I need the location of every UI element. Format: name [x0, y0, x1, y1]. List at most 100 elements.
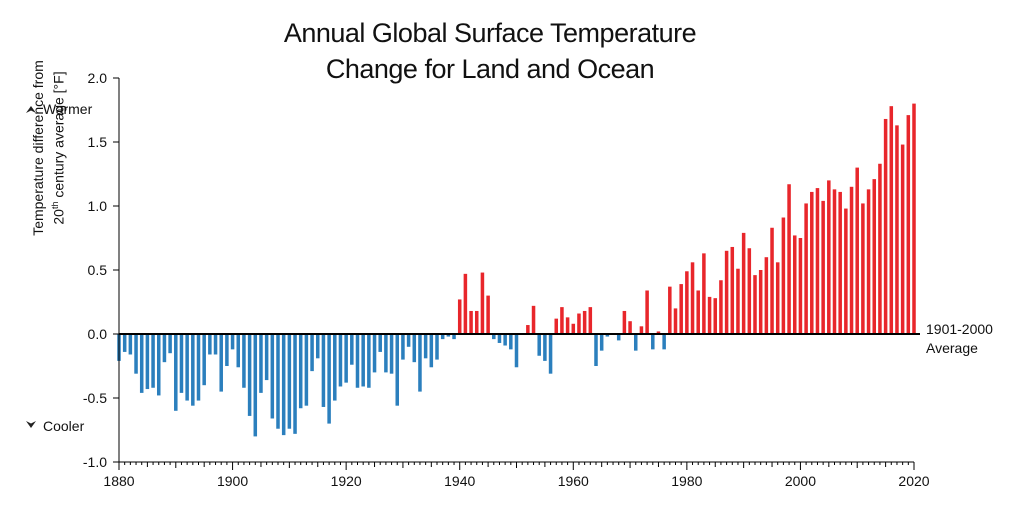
bar-1888	[162, 334, 167, 363]
bar-2014	[878, 163, 882, 334]
bar-1981	[690, 262, 695, 334]
bar-1925	[372, 334, 377, 373]
bar-1894	[196, 334, 201, 401]
cooler-arrow-icon	[26, 421, 36, 428]
bar-1883	[134, 334, 138, 374]
bar-1999	[792, 235, 797, 334]
bar-1958	[560, 307, 564, 334]
bar-1964	[594, 334, 598, 366]
bar-1996	[775, 262, 780, 334]
bar-1898	[219, 334, 223, 392]
axes-group: 2.0 1.5 1.0 0.5 0.0 -0.5 -1.0 1880 1900 1920 1940 1…	[83, 70, 930, 489]
bar-1954	[537, 334, 541, 356]
bar-1904	[253, 334, 258, 437]
bar-1895	[202, 334, 206, 386]
x-tick-label: 2000	[785, 473, 816, 489]
bar-1988	[730, 246, 735, 334]
bar-1976	[662, 334, 666, 350]
bar-1890	[174, 334, 178, 411]
bar-1907	[270, 334, 275, 419]
bar-2001	[804, 203, 808, 334]
bar-1920	[344, 334, 348, 383]
bar-1985	[713, 298, 718, 334]
bar-1881	[122, 334, 127, 352]
bar-1917	[327, 334, 331, 424]
bar-1952	[526, 325, 530, 334]
bar-1897	[213, 334, 218, 355]
bar-1961	[577, 313, 581, 334]
bar-1902	[242, 334, 246, 388]
bar-1882	[128, 334, 133, 355]
bar-1969	[622, 310, 627, 334]
x-tick-label: 2020	[898, 473, 929, 489]
bar-1963	[588, 307, 593, 334]
bar-1916	[321, 334, 326, 407]
bar-1915	[315, 334, 320, 359]
y-tick-label: 2.0	[88, 70, 108, 86]
chart-title-line-2: Change for Land and Ocean	[325, 54, 655, 84]
bar-1998	[787, 184, 791, 334]
bar-2010	[855, 167, 859, 334]
bar-1910	[287, 334, 292, 429]
bar-1939	[452, 334, 456, 340]
bar-1955	[543, 334, 547, 361]
y-tick-label: 1.5	[88, 134, 108, 150]
bar-1893	[191, 334, 195, 406]
bar-1935	[429, 334, 434, 368]
bar-1956	[548, 334, 553, 374]
bar-1965	[599, 334, 604, 351]
bar-1978	[673, 308, 678, 334]
bar-1923	[361, 334, 365, 387]
bar-1892	[185, 334, 189, 401]
bar-1912	[298, 334, 303, 409]
y-tick-label: 0.5	[88, 262, 108, 278]
bar-1896	[208, 334, 212, 355]
bar-1909	[281, 334, 286, 436]
x-tick-label: 1920	[331, 473, 362, 489]
warmer-label: Warmer	[43, 101, 93, 117]
bar-1948	[503, 334, 507, 346]
bar-2011	[861, 203, 865, 334]
bar-2015	[883, 118, 888, 335]
bar-2002	[810, 191, 814, 334]
bar-2007	[838, 191, 842, 334]
bar-1993	[758, 270, 763, 334]
bar-1983	[702, 253, 706, 334]
x-tick-label: 1980	[671, 473, 702, 489]
bar-1924	[367, 334, 371, 388]
baseline-label-line-2: Average	[926, 340, 978, 356]
bar-1931	[406, 334, 411, 347]
bar-1908	[276, 334, 280, 429]
bar-1943	[474, 310, 479, 334]
baseline-label: 1901-2000 Average	[926, 320, 993, 358]
bar-1960	[571, 323, 576, 334]
bar-1903	[247, 334, 252, 416]
x-tick-label: 1880	[103, 473, 134, 489]
bar-1945	[486, 295, 490, 334]
bar-1992	[753, 275, 757, 334]
bar-2016	[889, 106, 894, 334]
bar-2004	[821, 200, 825, 334]
bar-1975	[656, 331, 661, 334]
bar-1979	[679, 284, 683, 334]
bar-2020	[912, 103, 916, 334]
bar-1938	[446, 334, 451, 337]
bar-1994	[764, 257, 769, 334]
y-tick-label: -0.5	[83, 390, 107, 406]
bar-1922	[355, 334, 360, 388]
bar-1889	[168, 334, 172, 354]
bar-1968	[616, 334, 621, 341]
bar-2009	[849, 186, 854, 334]
bar-1987	[724, 250, 729, 334]
bar-1906	[264, 334, 269, 381]
legend-group: Warmer Cooler	[26, 101, 93, 434]
bar-2000	[798, 238, 803, 334]
bar-1941	[463, 273, 468, 334]
bar-1973	[645, 290, 649, 334]
bar-1962	[582, 310, 587, 334]
bar-1986	[719, 280, 723, 334]
bar-1946	[492, 334, 496, 340]
x-tick-label: 1940	[444, 473, 475, 489]
chart-title-line-1: Annual Global Surface Temperature	[283, 18, 697, 48]
bar-1953	[531, 305, 536, 334]
